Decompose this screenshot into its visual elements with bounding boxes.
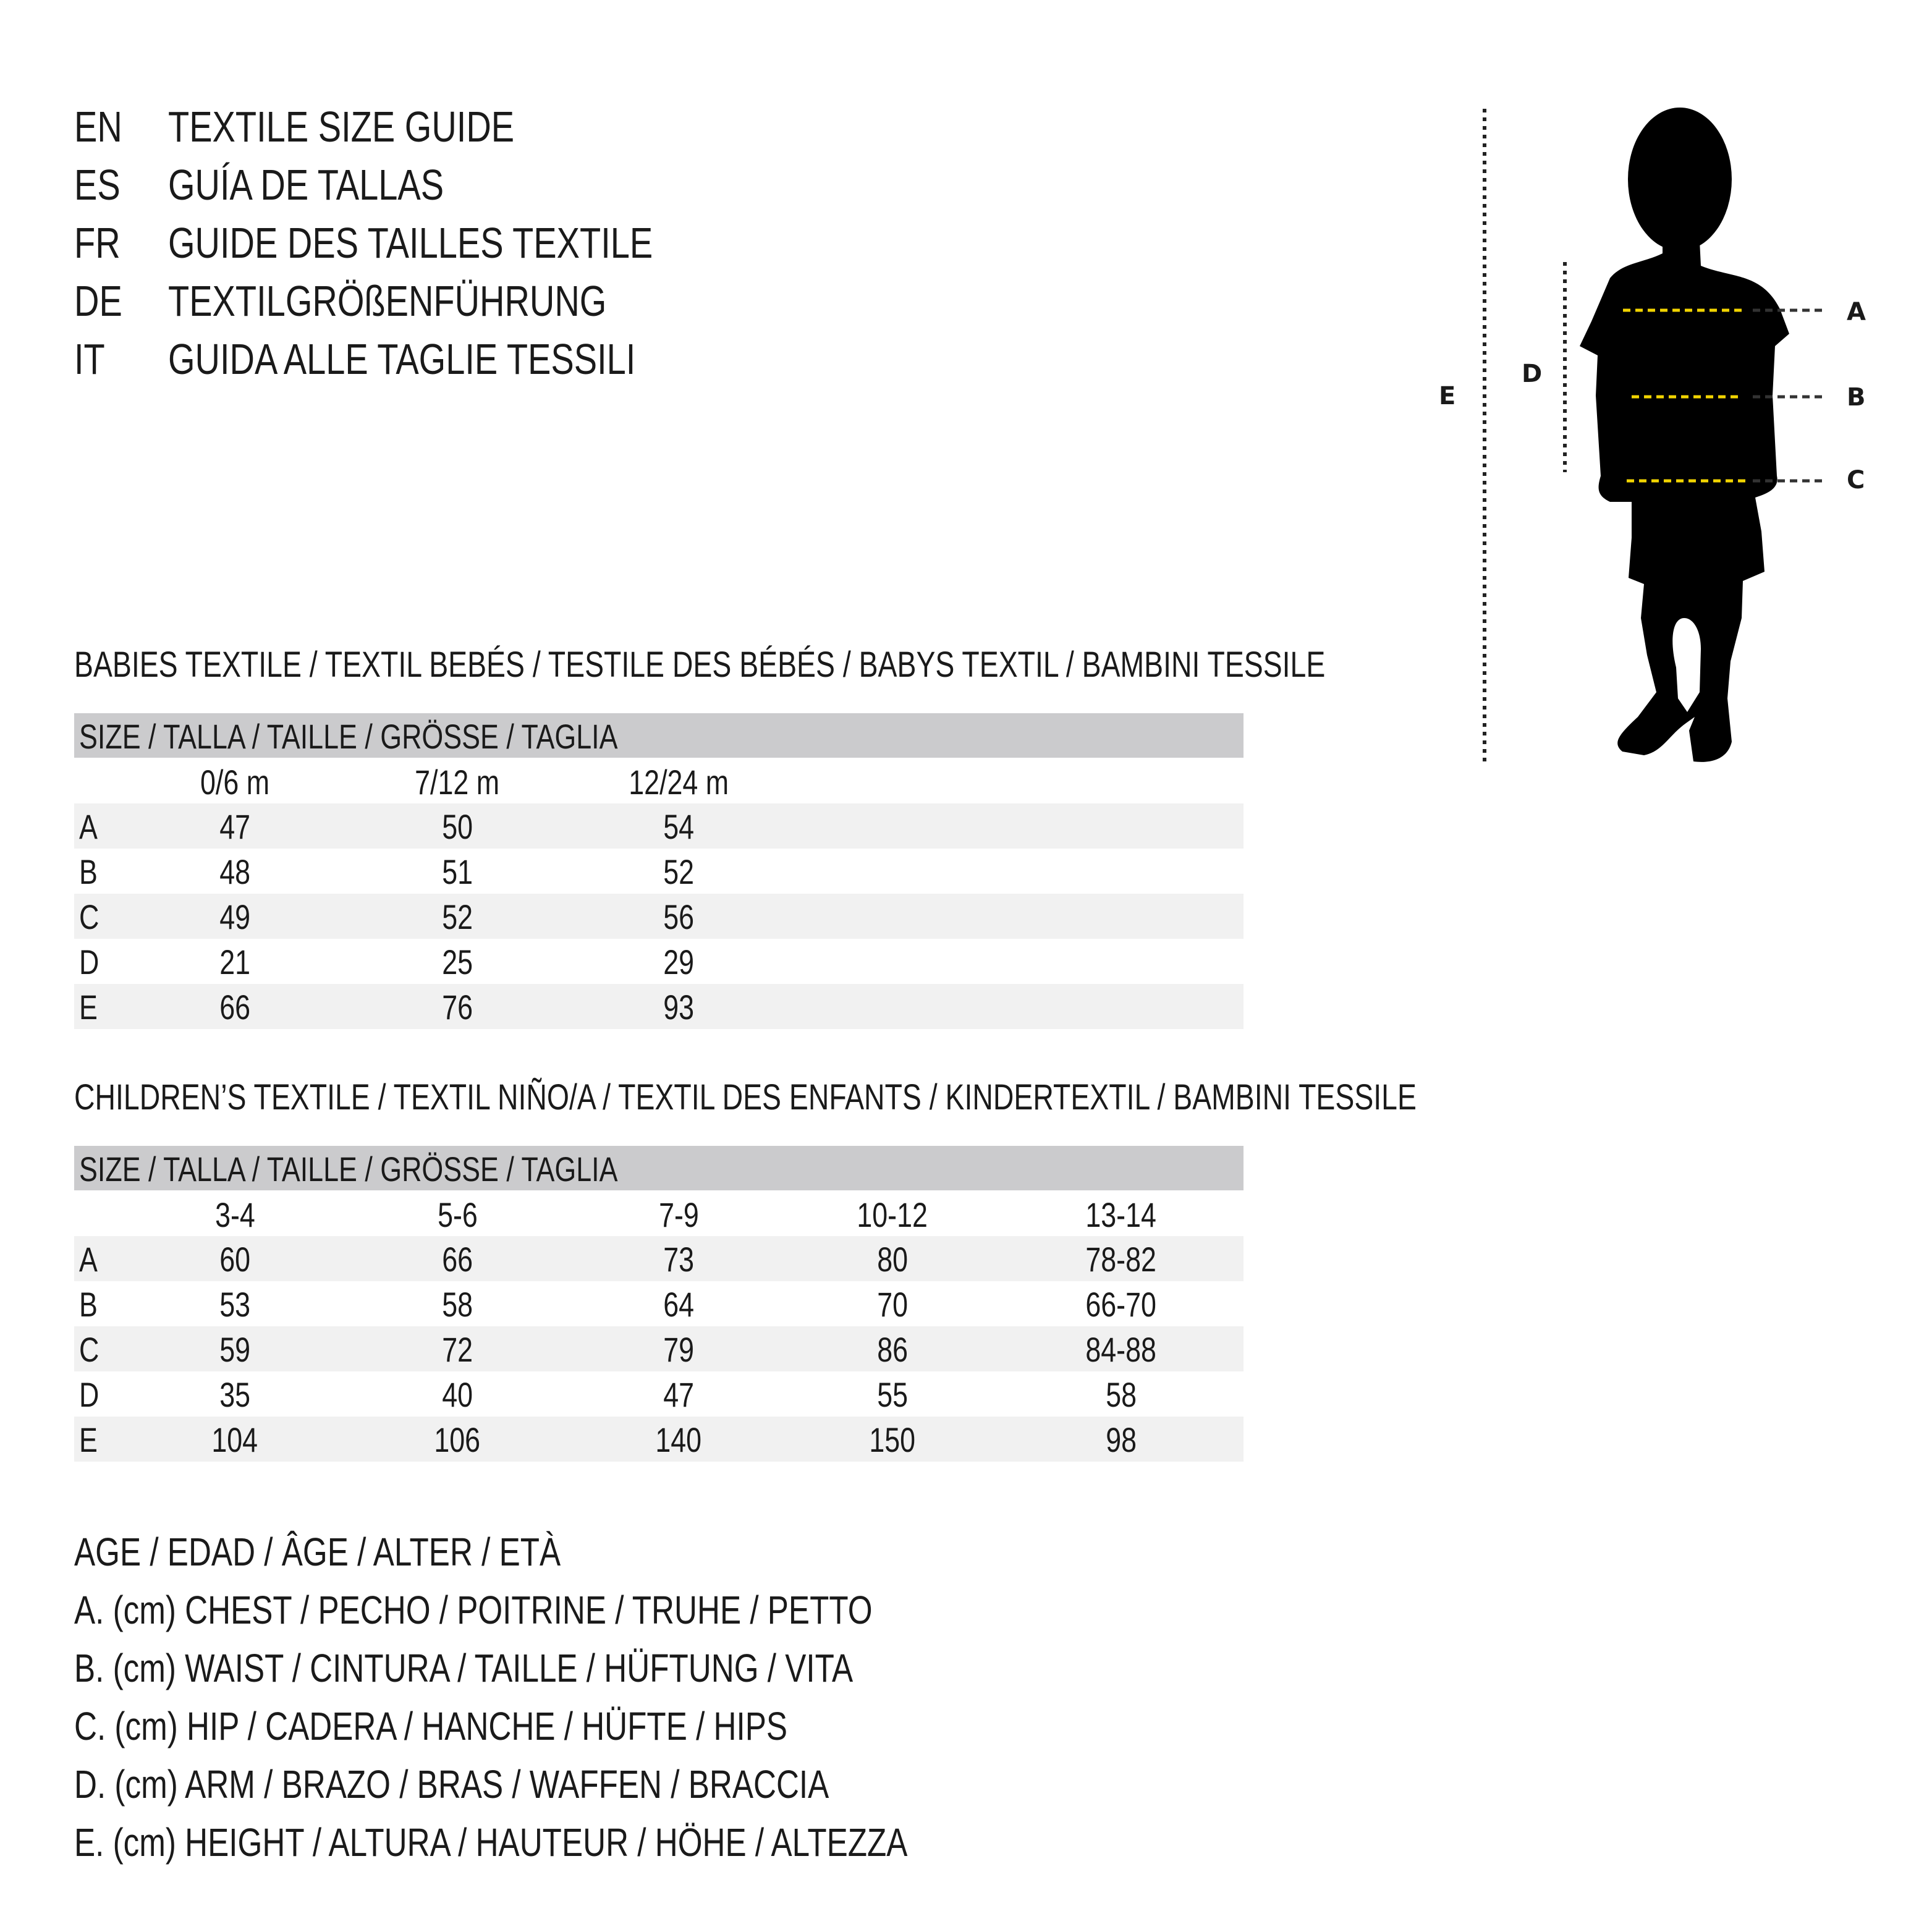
column-header: 5-6 (437, 1195, 478, 1234)
legend-chest: A. (cm) CHEST / PECHO / POITRINE / TRUHE… (74, 1588, 873, 1632)
legend-waist: B. (cm) WAIST / CINTURA / TAILLE / HÜFTU… (74, 1646, 854, 1690)
table-row: B 48 51 52 (74, 849, 1244, 894)
title-fr: GUIDE DES TAILLES TEXTILE (168, 219, 653, 267)
column-header: 0/6 m (200, 763, 270, 802)
table-cell: 98 (1106, 1420, 1137, 1459)
label-d: D (1522, 360, 1542, 388)
row-label: B (79, 852, 98, 891)
column-header: 13-14 (1085, 1195, 1157, 1234)
table-cell: 76 (442, 988, 473, 1027)
table-cell: 40 (442, 1375, 473, 1414)
table-cell: 21 (219, 943, 250, 981)
row-label: B (79, 1285, 98, 1324)
title-it: GUIDA ALLE TAGLIE TESSILI (168, 335, 636, 383)
lang-code-fr: FR (74, 219, 121, 267)
table-row: A 47 50 54 (74, 803, 1244, 849)
lang-code-it: IT (74, 335, 105, 383)
children-column-header-row: 3-4 5-6 7-9 10-12 13-14 (74, 1192, 1244, 1237)
lang-code-en: EN (74, 103, 122, 151)
row-label: D (79, 943, 100, 981)
table-row: E 104 106 140 150 98 (74, 1417, 1244, 1462)
row-label: E (79, 1420, 98, 1459)
table-cell: 84-88 (1085, 1330, 1157, 1369)
table-cell: 54 (663, 807, 694, 846)
row-label: A (79, 807, 98, 846)
label-c: C (1847, 466, 1865, 494)
row-label: A (79, 1240, 98, 1279)
child-silhouette-figure: A B C D E (1439, 108, 1866, 766)
legend-arm: D. (cm) ARM / BRAZO / BRAS / WAFFEN / BR… (74, 1762, 829, 1807)
row-label: C (79, 1330, 100, 1369)
label-a: A (1847, 298, 1866, 326)
row-label: E (79, 988, 98, 1027)
table-cell: 50 (442, 807, 473, 846)
table-cell: 66-70 (1085, 1285, 1157, 1324)
legend-hip: C. (cm) HIP / CADERA / HANCHE / HÜFTE / … (74, 1704, 788, 1748)
table-cell: 66 (442, 1240, 473, 1279)
babies-size-header: SIZE / TALLA / TAILLE / GRÖSSE / TAGLIA (74, 713, 1244, 758)
table-cell: 52 (663, 852, 694, 891)
column-header: 3-4 (214, 1195, 255, 1234)
title-de: TEXTILGRÖßENFÜHRUNG (168, 277, 607, 325)
table-cell: 59 (219, 1330, 250, 1369)
title-en: TEXTILE SIZE GUIDE (168, 103, 515, 151)
table-cell: 79 (663, 1330, 694, 1369)
table-cell: 56 (663, 897, 694, 936)
table-cell: 70 (877, 1285, 908, 1324)
label-e: E (1439, 382, 1455, 410)
babies-section-title: BABIES TEXTILE / TEXTIL BEBÉS / TESTILE … (74, 645, 1326, 685)
row-label: D (79, 1375, 100, 1414)
table-row: C 49 52 56 (74, 894, 1244, 939)
table-cell: 52 (442, 897, 473, 936)
table-cell: 58 (1106, 1375, 1137, 1414)
table-cell: 93 (663, 988, 694, 1027)
lang-code-es: ES (74, 161, 121, 209)
column-header: 7-9 (658, 1195, 699, 1234)
lang-code-de: DE (74, 277, 122, 325)
title-es: GUÍA DE TALLAS (168, 161, 444, 209)
table-row: E 66 76 93 (74, 984, 1244, 1029)
table-cell: 80 (877, 1240, 908, 1279)
column-header: 7/12 m (415, 763, 500, 802)
table-row: A 60 66 73 80 78-82 (74, 1236, 1244, 1281)
table-cell: 60 (219, 1240, 250, 1279)
legend-height: E. (cm) HEIGHT / ALTURA / HAUTEUR / HÖHE… (74, 1820, 908, 1865)
babies-column-header-row: 0/6 m 7/12 m 12/24 m (74, 759, 1244, 804)
table-cell: 35 (219, 1375, 250, 1414)
table-cell: 51 (442, 852, 473, 891)
table-row: D 21 25 29 (74, 939, 1244, 984)
column-header: 12/24 m (629, 763, 729, 802)
legend-age: AGE / EDAD / ÂGE / ALTER / ETÀ (74, 1530, 561, 1574)
table-cell: 64 (663, 1285, 694, 1324)
table-cell: 48 (219, 852, 250, 891)
table-cell: 55 (877, 1375, 908, 1414)
row-label: C (79, 897, 100, 936)
table-cell: 49 (219, 897, 250, 936)
table-row: D 35 40 47 55 58 (74, 1371, 1244, 1417)
table-cell: 72 (442, 1330, 473, 1369)
children-size-header: SIZE / TALLA / TAILLE / GRÖSSE / TAGLIA (74, 1146, 1244, 1190)
column-header: 10-12 (857, 1195, 928, 1234)
table-row: B 53 58 64 70 66-70 (74, 1281, 1244, 1326)
table-cell: 86 (877, 1330, 908, 1369)
table-row: C 59 72 79 86 84-88 (74, 1326, 1244, 1371)
table-cell: 150 (869, 1420, 916, 1459)
label-b: B (1847, 383, 1866, 412)
table-cell: 53 (219, 1285, 250, 1324)
table-cell: 58 (442, 1285, 473, 1324)
table-cell: 66 (219, 988, 250, 1027)
table-cell: 25 (442, 943, 473, 981)
table-cell: 106 (434, 1420, 481, 1459)
table-cell: 47 (663, 1375, 694, 1414)
table-cell: 104 (211, 1420, 258, 1459)
silhouette (1580, 108, 1789, 762)
table-cell: 140 (655, 1420, 702, 1459)
table-cell: 78-82 (1085, 1240, 1157, 1279)
table-cell: 29 (663, 943, 694, 981)
children-section-title: CHILDREN’S TEXTILE / TEXTIL NIÑO/A / TEX… (74, 1077, 1417, 1117)
table-cell: 73 (663, 1240, 694, 1279)
table-cell: 47 (219, 807, 250, 846)
